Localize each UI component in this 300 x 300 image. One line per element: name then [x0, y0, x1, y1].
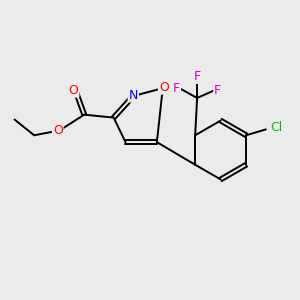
Text: F: F	[214, 84, 221, 97]
Text: N: N	[129, 88, 138, 101]
Text: O: O	[68, 84, 78, 97]
Text: O: O	[53, 124, 63, 137]
Text: Cl: Cl	[271, 121, 283, 134]
Text: O: O	[159, 81, 169, 94]
Text: F: F	[194, 70, 201, 83]
Text: F: F	[173, 82, 180, 95]
